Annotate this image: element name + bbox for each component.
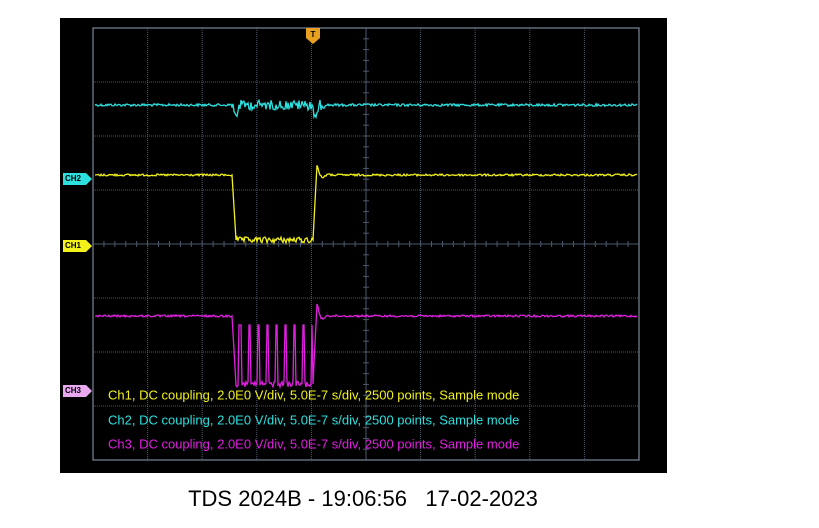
ch1-trace bbox=[94, 165, 638, 245]
trigger-label: T bbox=[311, 30, 316, 39]
ch3-label: CH3 bbox=[65, 386, 82, 395]
ch1-marker: CH1 bbox=[63, 240, 92, 252]
trigger-marker: T bbox=[306, 28, 320, 44]
ch2-trace bbox=[94, 98, 638, 120]
ch2-info: Ch2, DC coupling, 2.0E0 V/div, 5.0E-7 s/… bbox=[108, 412, 519, 427]
graticule bbox=[92, 27, 640, 460]
caption: TDS 2024B - 19:06:56 17-02-2023 bbox=[188, 486, 538, 511]
graticule-border bbox=[92, 27, 640, 461]
screen bbox=[60, 18, 667, 473]
ch3-marker: CH3 bbox=[63, 385, 92, 397]
ch1-info: Ch1, DC coupling, 2.0E0 V/div, 5.0E-7 s/… bbox=[108, 387, 519, 402]
ch3-trace bbox=[94, 303, 638, 390]
ch1-label: CH1 bbox=[65, 241, 82, 250]
ch2-label: CH2 bbox=[65, 174, 82, 183]
ch2-marker: CH2 bbox=[63, 173, 92, 185]
ch3-info: Ch3, DC coupling, 2.0E0 V/div, 5.0E-7 s/… bbox=[108, 436, 519, 451]
